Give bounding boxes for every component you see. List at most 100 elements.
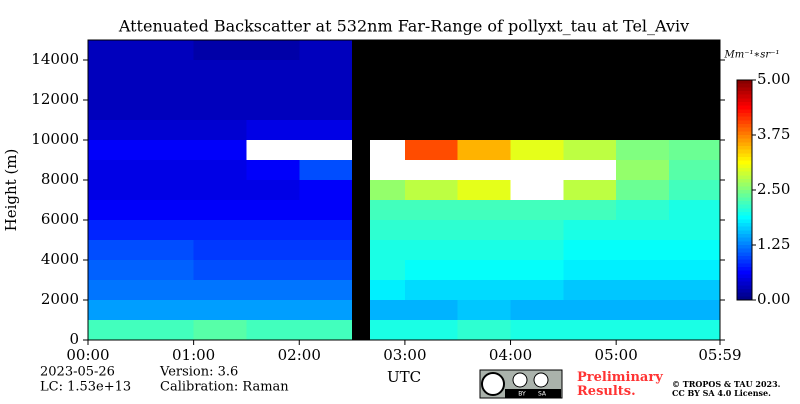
heat-cell: [193, 220, 247, 240]
colorbar-step: [737, 171, 752, 176]
heat-cell: [299, 40, 353, 60]
heat-cell: [370, 220, 405, 240]
heat-cell: [352, 280, 371, 300]
heat-cell: [563, 320, 617, 340]
heat-cell: [193, 160, 247, 180]
colorbar-step: [737, 186, 752, 191]
heat-cell: [140, 200, 194, 220]
heat-cell: [563, 200, 617, 220]
heat-cell: [563, 180, 617, 200]
colorbar-step: [737, 146, 752, 151]
heat-cell: [299, 160, 353, 180]
colorbar-step: [737, 120, 752, 125]
heat-cell: [563, 160, 617, 180]
colorbar-step: [737, 263, 752, 268]
colorbar-step: [737, 135, 752, 140]
heat-cell: [352, 300, 371, 320]
colorbar-step: [737, 201, 752, 206]
colorbar-step: [737, 296, 752, 301]
heat-cell: [140, 220, 194, 240]
heat-cell: [563, 220, 617, 240]
heat-cell: [510, 200, 564, 220]
heat-cell: [510, 100, 564, 120]
heat-cell: [246, 60, 300, 80]
license: CC BY SA 4.0 License.: [672, 388, 771, 398]
heat-cell: [616, 220, 669, 240]
colorbar-step: [737, 94, 752, 99]
heat-cell: [404, 40, 458, 60]
heat-cell: [88, 120, 141, 140]
heat-cell: [88, 40, 141, 60]
colorbar-step: [737, 285, 752, 290]
heat-cell: [370, 40, 405, 60]
heat-cell: [88, 280, 141, 300]
heat-cell: [510, 120, 564, 140]
heat-cell: [563, 120, 617, 140]
heat-cell: [510, 60, 564, 80]
heat-cell: [140, 320, 194, 340]
heat-cell: [299, 260, 353, 280]
heat-cell: [88, 160, 141, 180]
colorbar-step: [737, 219, 752, 224]
colorbar-step: [737, 267, 752, 272]
heat-cell: [352, 260, 371, 280]
heat-cell: [510, 240, 564, 260]
heat-cell: [352, 100, 371, 120]
y-tick-label: 4000: [41, 250, 79, 268]
heat-cell: [193, 240, 247, 260]
colorbar-step: [737, 281, 752, 286]
heat-cell: [88, 240, 141, 260]
heat-cell: [246, 100, 300, 120]
colorbar-label: Mm⁻¹∗sr⁻¹: [723, 50, 779, 61]
plot-frame: [87, 39, 721, 341]
x-tick-label: 02:00: [278, 346, 321, 364]
heat-cell: [457, 260, 511, 280]
heat-cell: [299, 80, 353, 100]
chart-title: Attenuated Backscatter at 532nm Far-Rang…: [118, 17, 689, 36]
colorbar-step: [737, 292, 752, 297]
heat-cell: [668, 100, 720, 120]
colorbar-step: [737, 208, 752, 213]
logo-sa: SA: [538, 391, 547, 398]
heat-cell: [563, 300, 617, 320]
heat-cell: [668, 200, 720, 220]
colorbar-step: [737, 248, 752, 253]
y-tick-label: 14000: [31, 50, 79, 68]
y-tick-label: 0: [69, 330, 79, 348]
heat-cell: [193, 300, 247, 320]
y-tick-label: 12000: [31, 90, 79, 108]
heat-cell: [352, 40, 371, 60]
heat-cell: [246, 120, 300, 140]
heat-cell: [352, 140, 371, 160]
colorbar-step: [737, 153, 752, 158]
heat-cell: [299, 100, 353, 120]
colorbar-step: [737, 289, 752, 294]
heat-cell: [370, 60, 405, 80]
heat-cell: [193, 180, 247, 200]
colorbar-step: [737, 113, 752, 118]
date: 2023-05-26: [40, 365, 115, 380]
x-axis-label: UTC: [387, 368, 421, 386]
heat-cell: [193, 120, 247, 140]
heat-cell: [404, 100, 458, 120]
heat-cell: [140, 280, 194, 300]
heat-cell: [299, 280, 353, 300]
heat-cell: [193, 260, 247, 280]
colorbar-step: [737, 98, 752, 103]
heat-cell: [193, 100, 247, 120]
heat-cell: [616, 80, 669, 100]
heat-cell: [370, 200, 405, 220]
heat-cell: [616, 260, 669, 280]
colorbar-step: [737, 204, 752, 209]
logo-cc: [481, 372, 505, 396]
colorbar-step: [737, 226, 752, 231]
y-tick-label: 6000: [41, 210, 79, 228]
colorbar-step: [737, 80, 752, 85]
heat-cell: [246, 260, 300, 280]
colorbar-step: [737, 164, 752, 169]
heat-cell: [616, 180, 669, 200]
colorbar-step: [737, 274, 752, 279]
heat-cell: [88, 180, 141, 200]
heat-cell: [457, 40, 511, 60]
